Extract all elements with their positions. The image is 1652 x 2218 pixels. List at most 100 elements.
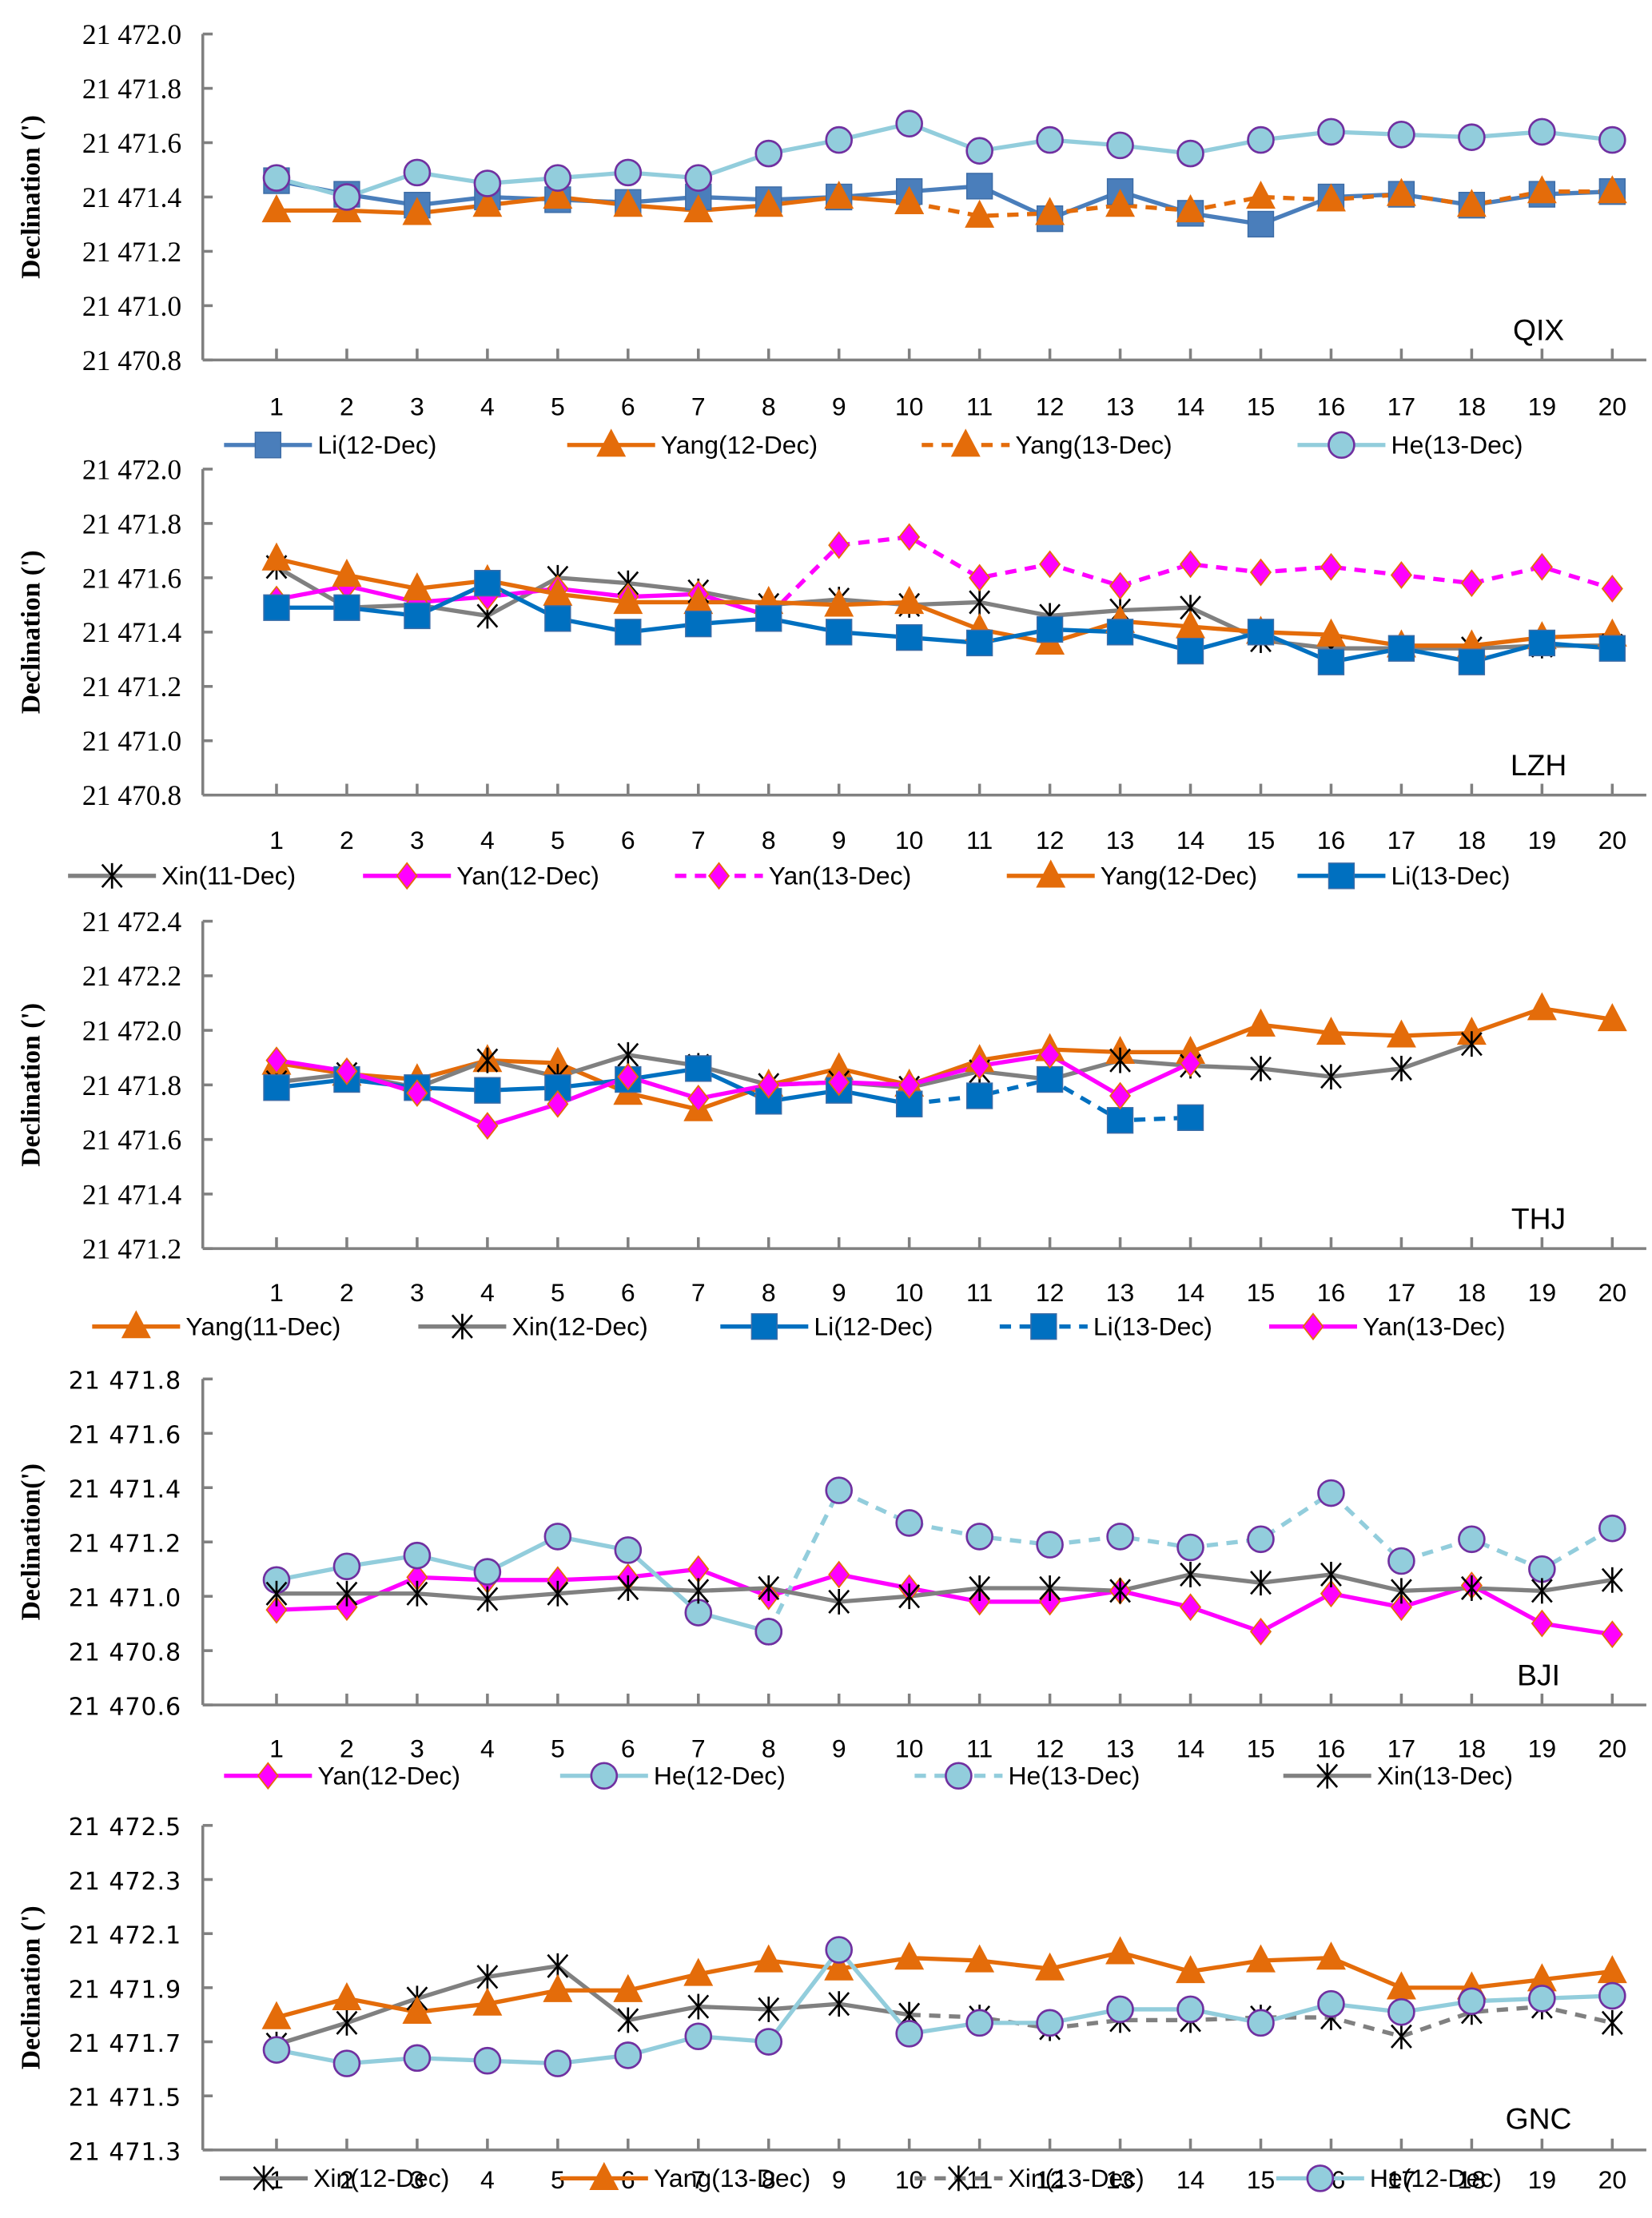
data-point xyxy=(263,1074,290,1101)
x-tick-label: 17 xyxy=(1387,826,1416,854)
y-tick-label: 21 471.4 xyxy=(82,181,181,213)
y-tick-label: 21 471.5 xyxy=(69,2085,181,2112)
x-tick-label: 12 xyxy=(1036,826,1065,854)
data-point xyxy=(1036,615,1064,643)
data-point xyxy=(824,1952,854,1981)
data-point xyxy=(828,1589,850,1615)
y-tick-label: 21 471.6 xyxy=(82,562,181,594)
data-point xyxy=(1601,1620,1623,1649)
data-point xyxy=(1460,1575,1483,1601)
series-line xyxy=(276,1572,1613,1604)
legend-marker xyxy=(254,432,282,459)
data-point xyxy=(1601,575,1623,603)
legend-marker xyxy=(1036,859,1066,888)
data-point xyxy=(476,1964,499,1990)
series-xin-13-dec- xyxy=(276,1572,1613,1604)
data-point xyxy=(1176,1104,1204,1131)
data-point xyxy=(473,1558,502,1586)
x-tick-label: 2 xyxy=(340,392,354,421)
y-tick-label: 21 472.0 xyxy=(82,453,181,485)
legend-label: He(13-Dec) xyxy=(1008,1761,1140,1790)
y-tick-label: 21 471.4 xyxy=(69,1476,181,1504)
series-yan-12-dec- xyxy=(276,583,770,618)
data-point xyxy=(262,164,291,192)
data-point xyxy=(1316,183,1346,212)
legend-label: Xin(13-Dec) xyxy=(1377,1761,1513,1790)
x-tick-label: 1 xyxy=(269,826,284,854)
data-point xyxy=(1250,1570,1272,1596)
data-point xyxy=(1106,1995,1134,2024)
y-tick-label: 21 470.6 xyxy=(69,1694,181,1722)
data-point xyxy=(1391,2023,1412,2049)
y-tick-label: 21 472.2 xyxy=(82,960,181,992)
data-point xyxy=(263,594,290,621)
x-tick-label: 7 xyxy=(691,2165,706,2194)
x-tick-label: 13 xyxy=(1106,392,1135,421)
y-tick-label: 21 472.1 xyxy=(69,1922,181,1950)
data-point xyxy=(758,1575,780,1601)
x-tick-label: 8 xyxy=(762,1278,776,1307)
data-point xyxy=(613,585,643,615)
data-point xyxy=(1247,2009,1275,2037)
legend-label: Yang(13-Dec) xyxy=(654,2164,810,2192)
data-point xyxy=(1106,619,1134,646)
y-tick-label: 21 471.2 xyxy=(69,1531,181,1559)
chart-panel-thj: 21 471.2 21 471.4 21 471.6 21 471.8 21 472.0… xyxy=(17,906,1646,1340)
data-point xyxy=(826,619,853,646)
legend-marker xyxy=(101,862,123,889)
data-point xyxy=(898,1583,921,1610)
data-point xyxy=(1597,1955,1627,1984)
data-point xyxy=(965,137,993,165)
legend-label: Yang(11-Dec) xyxy=(185,1312,340,1340)
markers-xin-13-dec- xyxy=(265,1562,1623,1615)
data-point xyxy=(613,1973,643,2002)
data-point xyxy=(614,158,643,187)
data-point xyxy=(965,1082,993,1109)
data-point xyxy=(965,629,993,657)
legend-marker xyxy=(451,1313,473,1340)
x-tick-label: 15 xyxy=(1247,1734,1276,1763)
data-point xyxy=(474,1077,501,1104)
x-tick-label: 19 xyxy=(1528,1278,1557,1307)
data-point xyxy=(1317,117,1345,146)
legend-label: Li(13-Dec) xyxy=(1391,861,1511,890)
x-tick-label: 3 xyxy=(410,392,424,421)
markers-yang-11-dec- xyxy=(261,992,1627,1121)
data-point xyxy=(543,1523,572,1551)
data-point xyxy=(684,2022,713,2051)
x-tick-label: 14 xyxy=(1176,392,1205,421)
data-point xyxy=(403,158,432,187)
x-tick-label: 16 xyxy=(1317,1278,1346,1307)
series-yang-13-dec- xyxy=(276,1950,1613,2020)
data-point xyxy=(965,173,993,200)
data-point xyxy=(895,1509,923,1537)
y-tick-label: 21 471.2 xyxy=(82,236,181,268)
legend: Li(12-Dec) Yang(12-Dec) Yang(13-Dec) He(13-… xyxy=(224,428,1523,459)
data-point xyxy=(474,569,501,597)
data-point xyxy=(261,2001,292,2029)
x-tick-label: 12 xyxy=(1036,1278,1065,1307)
data-point xyxy=(1317,648,1345,675)
legend-label: Li(12-Dec) xyxy=(317,430,436,459)
data-point xyxy=(402,571,432,601)
data-point xyxy=(1039,1575,1061,1601)
data-point xyxy=(1317,1479,1345,1507)
data-point xyxy=(1106,1107,1134,1134)
x-tick-label: 6 xyxy=(621,392,635,421)
series-yang-12-dec- xyxy=(276,194,910,216)
x-tick-label: 4 xyxy=(480,1734,495,1763)
data-point xyxy=(1039,550,1061,579)
x-tick-label: 2 xyxy=(340,1278,354,1307)
data-point xyxy=(1176,1955,1206,1984)
x-tick-label: 5 xyxy=(551,2165,565,2194)
legend-item: Xin(13-Dec) xyxy=(914,2164,1144,2192)
data-point xyxy=(1456,189,1487,217)
legend-item: He(12-Dec) xyxy=(1276,2164,1502,2192)
x-tick-label: 15 xyxy=(1247,2165,1276,2194)
data-point xyxy=(825,1476,854,1504)
legend-item: Xin(12-Dec) xyxy=(220,2164,449,2192)
data-point xyxy=(265,1046,288,1075)
markers-yan-13-dec- xyxy=(265,1041,1202,1140)
data-point xyxy=(336,2009,358,2036)
data-point xyxy=(1598,1514,1626,1543)
